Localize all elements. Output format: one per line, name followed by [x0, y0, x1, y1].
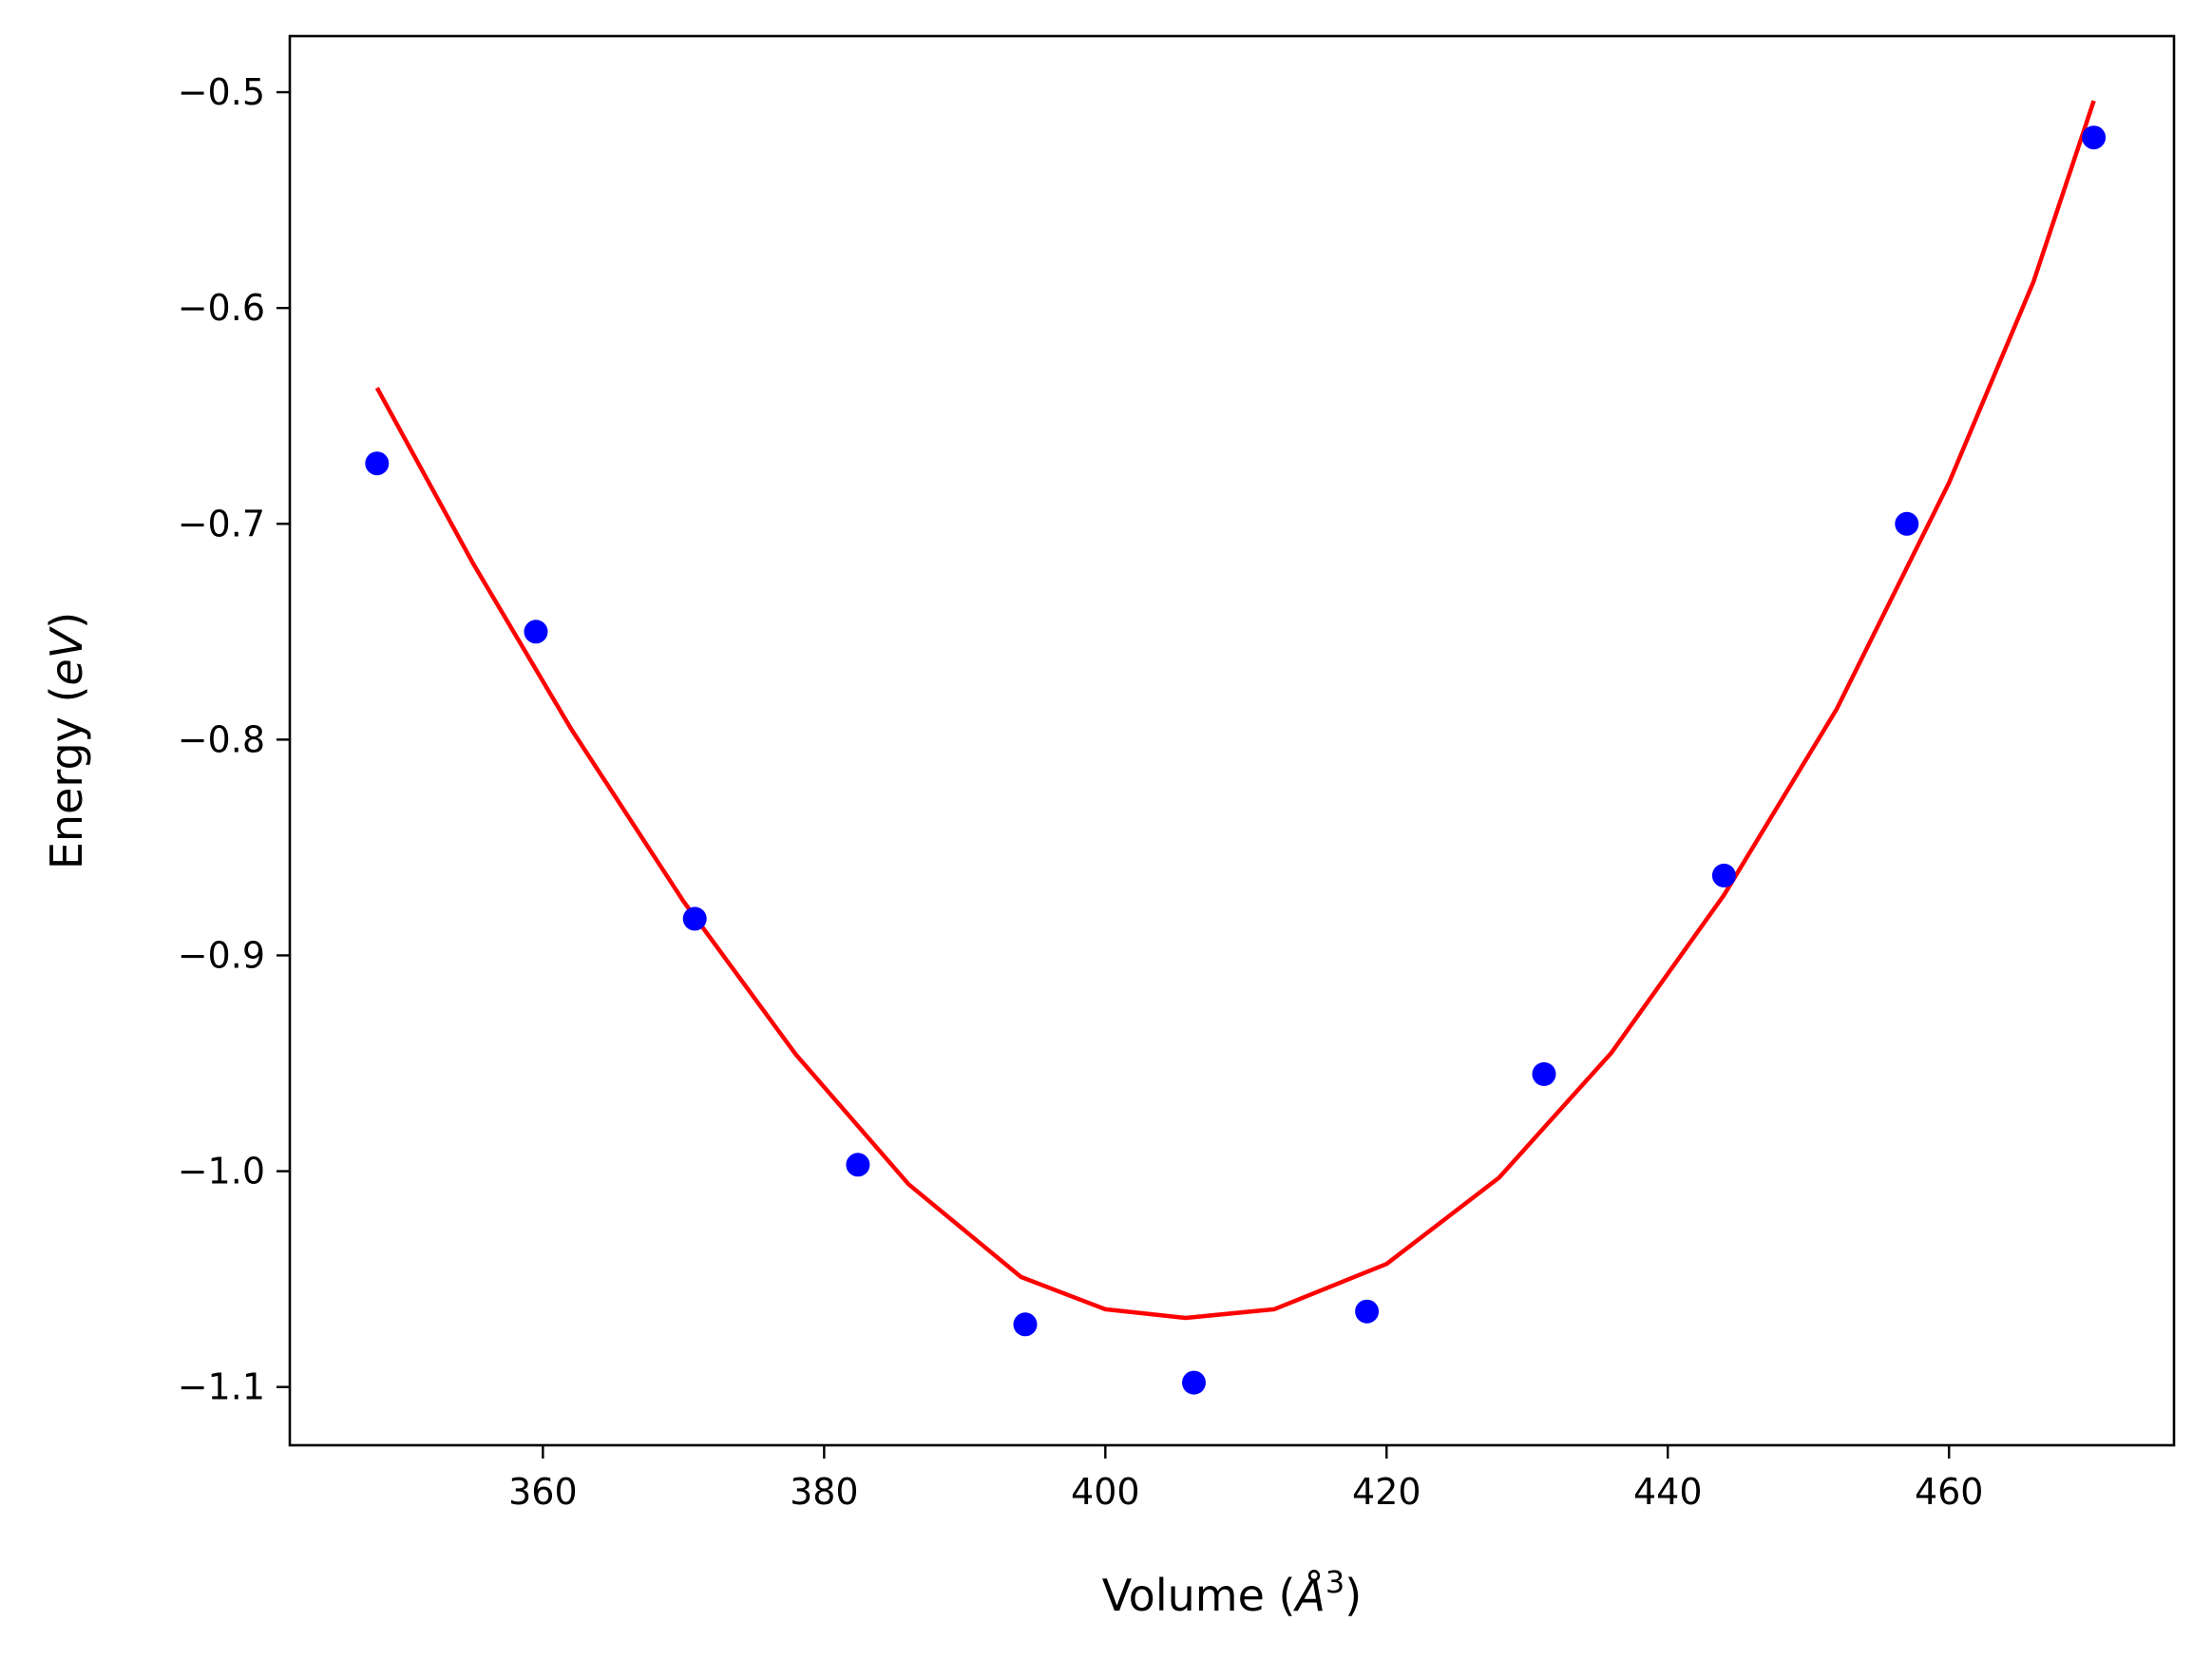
y-tick-label: −1.1 — [178, 1366, 265, 1408]
x-tick-label: 460 — [1915, 1471, 1984, 1513]
data-point — [1711, 863, 1736, 887]
y-axis-label: Energy (eV) — [41, 612, 92, 869]
x-axis-label: Volume (Å3) — [1102, 1564, 1362, 1621]
data-point — [1013, 1312, 1038, 1337]
x-tick-label: 420 — [1352, 1471, 1421, 1513]
x-axis-label-unit: Å — [1292, 1570, 1325, 1621]
y-axis-label-close: ) — [41, 612, 92, 629]
y-axis-label-text: Energy ( — [41, 686, 92, 870]
y-tick-label: −1.0 — [178, 1151, 265, 1193]
y-axis-label-unit: eV — [41, 625, 92, 685]
data-point — [2082, 125, 2107, 150]
data-point — [524, 620, 548, 644]
plot-content — [365, 100, 2107, 1395]
x-tick-label: 440 — [1633, 1471, 1703, 1513]
data-point — [682, 906, 707, 931]
y-tick-label: −0.5 — [178, 71, 265, 113]
data-point — [1182, 1370, 1206, 1395]
data-point — [1895, 511, 1919, 536]
x-tick-label: 360 — [508, 1471, 578, 1513]
data-point — [846, 1153, 870, 1177]
data-point — [1355, 1299, 1380, 1324]
fit-curve — [374, 100, 2096, 1321]
y-tick-label: −0.8 — [178, 718, 265, 760]
x-axis-label-text: Volume ( — [1102, 1570, 1296, 1621]
y-tick-label: −0.6 — [178, 287, 265, 329]
data-point — [365, 451, 390, 476]
x-tick-label: 400 — [1071, 1471, 1140, 1513]
x-tick-label: 380 — [790, 1471, 859, 1513]
x-axis-label-close: ) — [1344, 1570, 1362, 1621]
data-point — [1532, 1061, 1556, 1086]
x-axis: 360 380 400 420 440 460 — [508, 1445, 1983, 1513]
y-tick-label: −0.9 — [178, 934, 265, 976]
x-axis-label-exponent: 3 — [1325, 1564, 1344, 1600]
y-axis: −1.1 −1.0 −0.9 −0.8 −0.7 −0.6 −0.5 — [178, 71, 290, 1408]
y-tick-label: −0.7 — [178, 503, 265, 544]
